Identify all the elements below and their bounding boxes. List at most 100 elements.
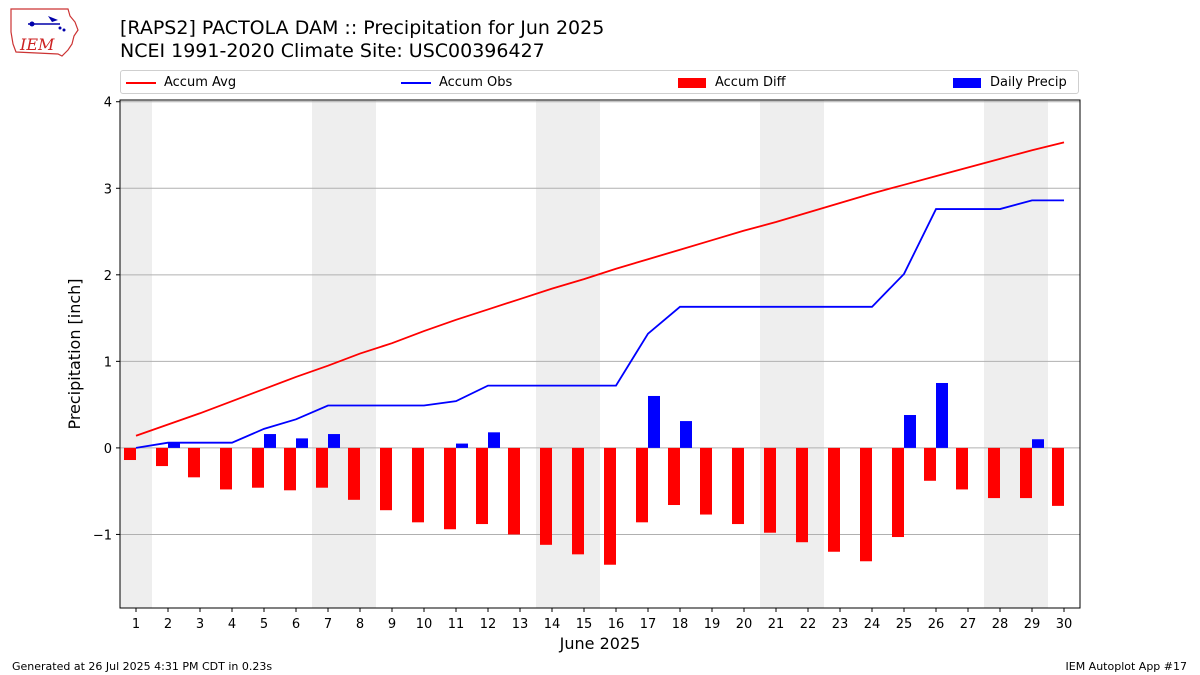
x-tick-label: 25	[896, 617, 913, 632]
x-tick-label: 11	[448, 617, 465, 632]
x-axis-label: June 2025	[559, 634, 641, 653]
daily-precip-bar	[168, 442, 180, 448]
y-tick-label: 3	[104, 182, 112, 197]
x-tick-label: 6	[292, 617, 300, 632]
legend-label: Accum Avg	[164, 75, 237, 90]
plot-frame	[119, 99, 1081, 609]
legend-swatch-line	[126, 81, 156, 84]
x-tick-label: 19	[704, 617, 721, 632]
x-tick-label: 23	[832, 617, 849, 632]
accum-diff-bar	[284, 447, 296, 491]
bars	[124, 382, 1064, 565]
accum-diff-bar	[572, 447, 584, 555]
accum-diff-bar	[604, 447, 616, 565]
accum-diff-bar	[540, 447, 552, 545]
accum-diff-bar	[924, 447, 936, 481]
x-tick-label: 14	[544, 617, 561, 632]
accum-diff-bar	[828, 447, 840, 552]
accum-diff-bar	[476, 447, 488, 525]
x-tick-label: 17	[640, 617, 657, 632]
accum-diff-bar	[988, 447, 1000, 499]
x-tick-label: 1	[132, 617, 140, 632]
weekend-shade-day-1	[120, 100, 152, 608]
accum-diff-bar	[508, 447, 520, 535]
legend-swatch-box	[678, 77, 706, 88]
daily-precip-bar	[264, 434, 276, 448]
daily-precip-bar	[328, 434, 340, 448]
x-tick-label: 15	[576, 617, 593, 632]
x-tick-label: 5	[260, 617, 268, 632]
daily-precip-bar	[488, 432, 500, 448]
accum-avg-line	[135, 141, 1065, 437]
legend-item-accum-diff: Accum Diff	[678, 74, 786, 91]
generated-note: Generated at 26 Jul 2025 4:31 PM CDT in …	[12, 660, 273, 673]
accum-diff-bar	[156, 447, 168, 467]
series-lines	[135, 141, 1065, 449]
x-tick-label: 4	[228, 617, 236, 632]
x-tick-label: 21	[768, 617, 785, 632]
daily-precip-bar	[936, 382, 948, 448]
accum-diff-bar	[348, 447, 360, 500]
logo-text: IEM	[19, 35, 55, 54]
accum-diff-bar	[188, 447, 200, 478]
accum-diff-bar	[1052, 447, 1064, 506]
daily-precip-bar	[296, 438, 308, 448]
legend-swatch-line	[401, 81, 431, 84]
accum-diff-bar	[252, 447, 264, 488]
y-tick-label: 4	[104, 96, 112, 111]
accum-diff-bar	[412, 447, 424, 523]
x-tick-label: 18	[672, 617, 689, 632]
accum-diff-bar	[444, 447, 456, 530]
x-tick-label: 7	[324, 617, 332, 632]
weekend-shade-day-28	[984, 100, 1016, 608]
x-tick-label: 9	[388, 617, 396, 632]
x-tick-label: 24	[864, 617, 881, 632]
x-tick-label: 16	[608, 617, 625, 632]
y-tick-label: 1	[104, 355, 112, 370]
legend-label: Daily Precip	[990, 75, 1067, 90]
chart-subtitle: NCEI 1991-2020 Climate Site: USC00396427	[120, 40, 545, 62]
accum-diff-bar	[316, 447, 328, 488]
accum-diff-bar	[700, 447, 712, 515]
x-tick-label: 22	[800, 617, 817, 632]
accum-diff-bar	[1020, 447, 1032, 499]
x-tick-label: 29	[1024, 617, 1041, 632]
x-tick-label: 2	[164, 617, 172, 632]
legend-label: Accum Diff	[715, 75, 786, 90]
x-tick-label: 3	[196, 617, 204, 632]
legend-swatch-box	[953, 77, 981, 88]
x-tick-label: 12	[480, 617, 497, 632]
accum-diff-bar	[892, 447, 904, 538]
legend-item-accum-obs: Accum Obs	[401, 74, 512, 91]
accum-diff-bar	[956, 447, 968, 490]
x-tick-label: 20	[736, 617, 753, 632]
x-tick-label: 28	[992, 617, 1009, 632]
accum-diff-bar	[668, 447, 680, 506]
accum-diff-bar	[796, 447, 808, 543]
iem-logo: IEM	[8, 6, 80, 60]
accum-diff-bar	[220, 447, 232, 490]
accum-diff-bar	[764, 447, 776, 533]
weekend-shade-day-29	[1016, 100, 1048, 608]
legend-item-daily-precip: Daily Precip	[953, 74, 1067, 91]
legend: Accum Avg Accum Obs Accum Diff Daily Pre…	[120, 70, 1079, 94]
x-tick-label: 10	[416, 617, 433, 632]
y-tick-label: 2	[104, 269, 112, 284]
daily-precip-bar	[648, 395, 660, 448]
x-tick-label: 30	[1056, 617, 1073, 632]
y-tick-label: 0	[104, 442, 112, 457]
accum-diff-bar	[860, 447, 872, 562]
accum-diff-bar	[636, 447, 648, 523]
iowa-map-icon: IEM	[10, 8, 79, 57]
weekend-shade-day-7	[312, 100, 344, 608]
legend-item-accum-avg: Accum Avg	[126, 74, 236, 91]
y-axis-label: Precipitation [inch]	[65, 278, 84, 429]
accum-diff-bar	[124, 447, 136, 461]
x-tick-label: 8	[356, 617, 364, 632]
daily-precip-bar	[456, 443, 468, 448]
accum-diff-bar	[380, 447, 392, 511]
chart-title: [RAPS2] PACTOLA DAM :: Precipitation for…	[120, 17, 605, 39]
x-tick-label: 13	[512, 617, 529, 632]
x-tick-label: 27	[960, 617, 977, 632]
